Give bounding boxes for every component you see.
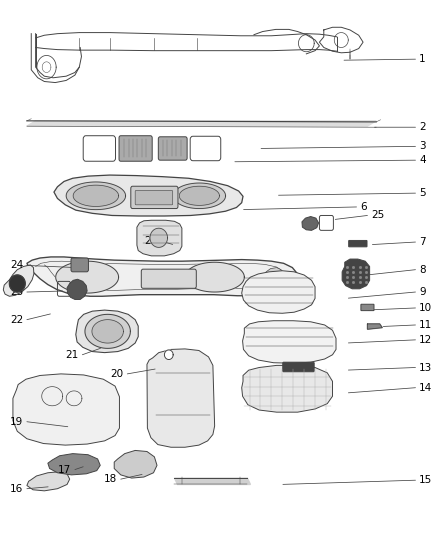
Polygon shape	[54, 175, 243, 216]
Text: 12: 12	[419, 335, 432, 345]
Polygon shape	[66, 182, 126, 209]
Polygon shape	[56, 261, 119, 293]
Polygon shape	[27, 257, 297, 296]
Polygon shape	[10, 275, 25, 292]
Text: 11: 11	[419, 320, 432, 330]
Polygon shape	[147, 349, 215, 447]
Text: 1: 1	[419, 54, 426, 64]
Text: 17: 17	[58, 465, 71, 474]
Text: 8: 8	[419, 265, 426, 274]
Text: 6: 6	[360, 202, 367, 212]
Polygon shape	[265, 268, 283, 281]
Text: 16: 16	[10, 484, 23, 494]
Polygon shape	[174, 478, 251, 484]
Polygon shape	[242, 271, 315, 313]
FancyBboxPatch shape	[141, 269, 196, 288]
FancyBboxPatch shape	[135, 190, 173, 205]
Text: 9: 9	[419, 287, 426, 297]
Polygon shape	[185, 262, 244, 292]
Polygon shape	[85, 314, 131, 349]
Text: 19: 19	[10, 417, 23, 427]
Text: 21: 21	[66, 350, 79, 360]
FancyBboxPatch shape	[361, 304, 374, 311]
Polygon shape	[27, 472, 70, 491]
Text: 23: 23	[10, 287, 23, 297]
Text: 20: 20	[111, 369, 124, 379]
Text: 18: 18	[104, 474, 117, 484]
Polygon shape	[367, 324, 382, 329]
Polygon shape	[73, 185, 119, 206]
Text: 5: 5	[419, 188, 426, 198]
Polygon shape	[242, 366, 332, 412]
Text: 2: 2	[419, 122, 426, 132]
Polygon shape	[13, 374, 120, 445]
FancyBboxPatch shape	[131, 186, 178, 208]
Polygon shape	[4, 265, 34, 296]
Polygon shape	[342, 259, 370, 289]
Polygon shape	[173, 183, 226, 208]
Text: 26: 26	[144, 236, 157, 246]
Text: 13: 13	[419, 362, 432, 373]
Polygon shape	[243, 321, 336, 364]
Polygon shape	[48, 454, 100, 475]
FancyBboxPatch shape	[158, 137, 187, 160]
Polygon shape	[137, 220, 182, 256]
Text: 3: 3	[419, 141, 426, 151]
FancyBboxPatch shape	[119, 136, 152, 161]
Text: 7: 7	[419, 237, 426, 247]
Text: 10: 10	[419, 303, 432, 313]
FancyBboxPatch shape	[283, 362, 314, 372]
Polygon shape	[164, 350, 173, 360]
Polygon shape	[27, 121, 376, 126]
FancyBboxPatch shape	[349, 240, 367, 247]
Text: 22: 22	[10, 314, 23, 325]
Polygon shape	[179, 186, 219, 205]
Polygon shape	[67, 279, 87, 300]
Polygon shape	[76, 310, 138, 353]
Polygon shape	[150, 228, 167, 247]
Polygon shape	[302, 216, 318, 230]
Text: 4: 4	[419, 155, 426, 165]
Polygon shape	[114, 450, 157, 478]
FancyBboxPatch shape	[71, 258, 88, 272]
Text: 14: 14	[419, 383, 432, 393]
Text: 15: 15	[419, 475, 432, 485]
Text: 25: 25	[371, 211, 384, 221]
Polygon shape	[92, 320, 124, 343]
Text: 24: 24	[10, 261, 23, 270]
